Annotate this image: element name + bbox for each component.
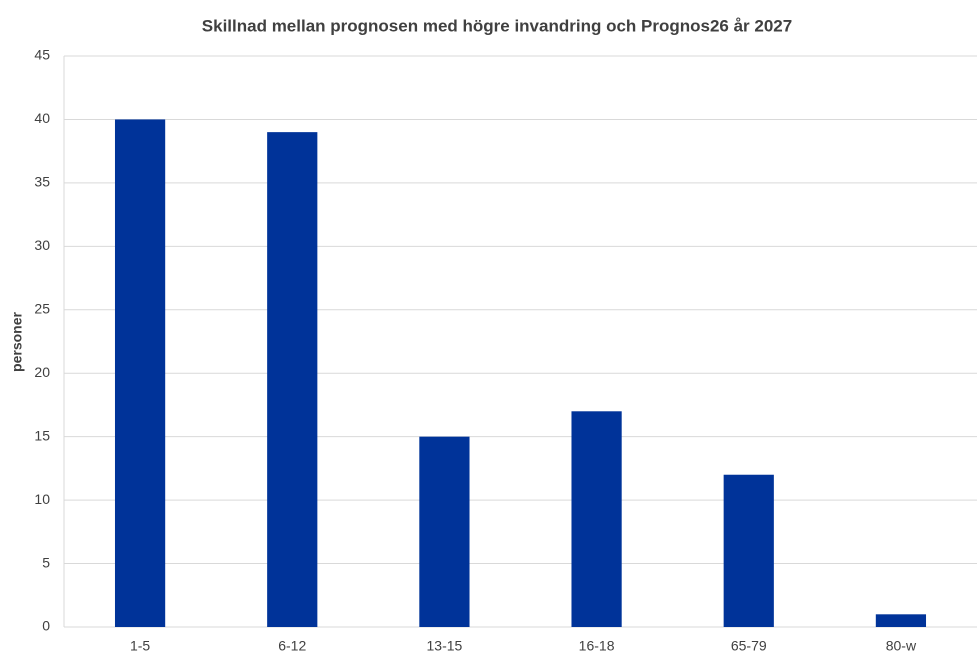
y-tick-label: 20	[34, 364, 50, 380]
y-tick-label: 25	[34, 300, 50, 316]
y-tick-label: 30	[34, 237, 50, 253]
x-tick-label: 65-79	[731, 638, 767, 653]
chart-title: Skillnad mellan prognosen med högre inva…	[202, 16, 792, 35]
x-tick-label: 80-w	[886, 638, 917, 653]
bar	[114, 119, 166, 627]
x-tick-label: 16-18	[579, 638, 615, 653]
y-tick-label: 15	[34, 427, 50, 443]
bar	[723, 474, 774, 627]
bar	[875, 614, 927, 627]
y-tick-label: 0	[42, 618, 50, 634]
bar	[571, 411, 622, 627]
bar	[419, 436, 470, 627]
y-tick-label: 35	[34, 174, 50, 190]
y-tick-label: 10	[34, 491, 50, 507]
y-tick-label: 5	[42, 554, 50, 570]
y-tick-label: 40	[34, 110, 50, 126]
y-tick-label: 45	[34, 47, 50, 63]
x-tick-label: 13-15	[427, 638, 463, 653]
x-tick-label: 6-12	[278, 638, 306, 653]
bar	[267, 132, 318, 627]
y-axis-label: personer	[9, 311, 25, 371]
x-tick-label: 1-5	[130, 638, 150, 653]
